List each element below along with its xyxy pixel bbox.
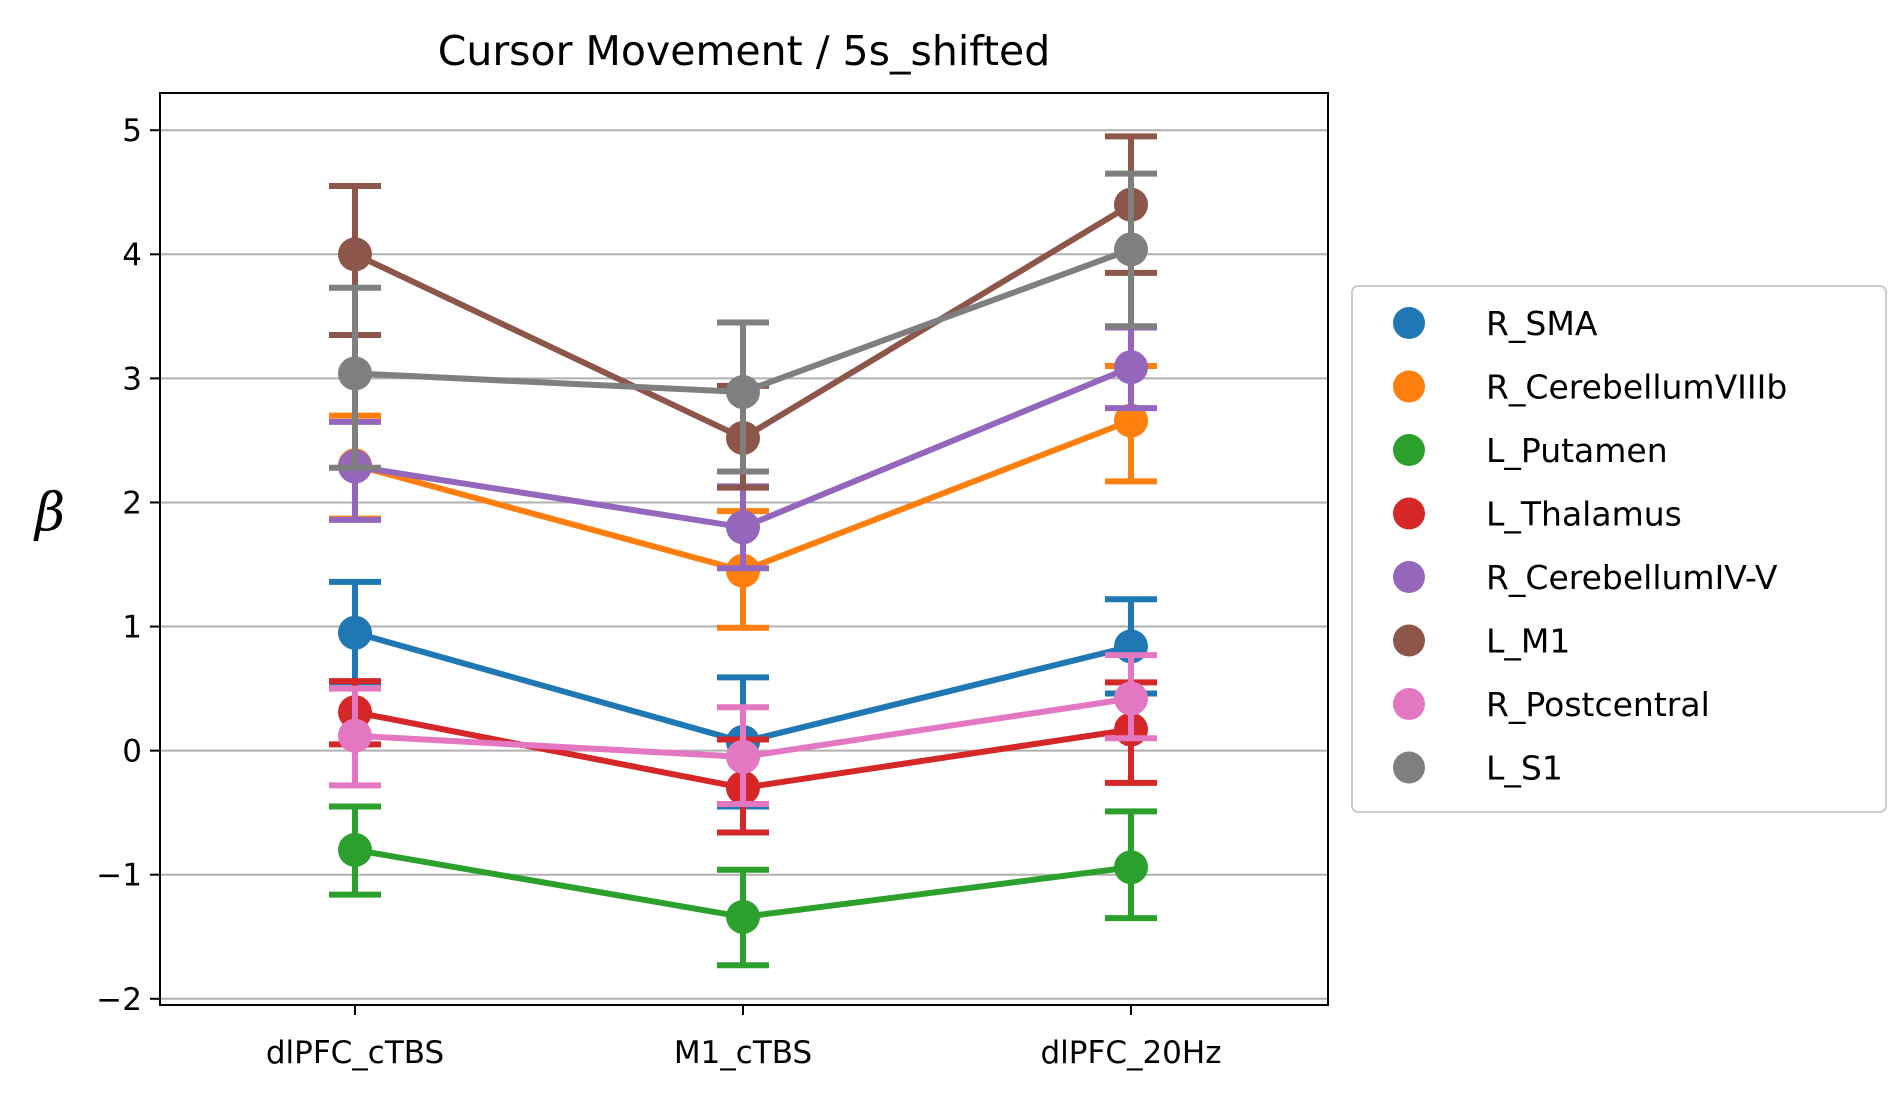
series-R_Postcentral [329, 652, 1157, 807]
legend-marker [1393, 497, 1425, 530]
data-point [338, 832, 372, 867]
legend-marker [1393, 751, 1425, 784]
data-point [1114, 681, 1148, 716]
legend-marker [1393, 688, 1425, 720]
legend-label: R_SMA [1486, 304, 1598, 343]
legend-label: L_Putamen [1486, 431, 1668, 470]
x-tick-label: dlPFC_cTBS [266, 1035, 444, 1071]
legend-marker [1393, 561, 1425, 593]
x-tick-label: M1_cTBS [674, 1035, 812, 1071]
legend-label: L_Thalamus [1486, 495, 1682, 534]
legend: R_SMA R_CerebellumVIIIb L_Putamen L_Thalamu… [1351, 285, 1887, 813]
series-layer [329, 133, 1157, 969]
legend-frame [1351, 285, 1887, 813]
data-point [1114, 403, 1148, 438]
y-tick-label: 3 [122, 361, 142, 397]
legend-label: L_S1 [1486, 749, 1563, 788]
data-point [726, 739, 760, 774]
legend-label: L_M1 [1486, 622, 1570, 661]
chart-title: Cursor Movement / 5s_shifted [438, 27, 1051, 75]
data-point [338, 615, 372, 650]
y-axis-label: β [33, 483, 65, 543]
series-L_S1 [329, 170, 1157, 475]
y-tick-label: 2 [122, 485, 142, 521]
legend-label: R_Postcentral [1486, 685, 1710, 724]
legend-label: R_CerebellumVIIIb [1486, 368, 1787, 407]
y-tick-label: 1 [122, 610, 142, 646]
data-point [726, 510, 760, 545]
data-point [1114, 350, 1148, 385]
data-point [1114, 232, 1148, 267]
series-L_Putamen [329, 803, 1157, 969]
legend-marker [1393, 307, 1425, 339]
legend-marker [1393, 624, 1425, 657]
data-point [726, 375, 760, 410]
legend-label: R_CerebellumIV-V [1486, 558, 1778, 597]
legend-items: R_SMA R_CerebellumVIIIb L_Putamen L_Thalamu… [1393, 304, 1787, 788]
y-tick-label: −2 [96, 982, 142, 1018]
data-point [726, 899, 760, 934]
y-tick-label: 0 [122, 734, 142, 770]
data-point [338, 356, 372, 391]
y-tick-label: 4 [122, 237, 142, 273]
axes-layer: −2 −1 0 1 2 3 4 5 dlPFC_cTBS M1_cTBS dlPFC_20Hz [96, 113, 1221, 1071]
data-point [1114, 850, 1148, 885]
y-tick-label: −1 [96, 858, 142, 894]
legend-marker [1393, 434, 1425, 466]
data-point [338, 718, 372, 753]
y-tick-label: 5 [122, 113, 142, 149]
data-point [338, 237, 372, 272]
x-tick-label: dlPFC_20Hz [1041, 1035, 1222, 1071]
legend-marker [1393, 370, 1425, 403]
